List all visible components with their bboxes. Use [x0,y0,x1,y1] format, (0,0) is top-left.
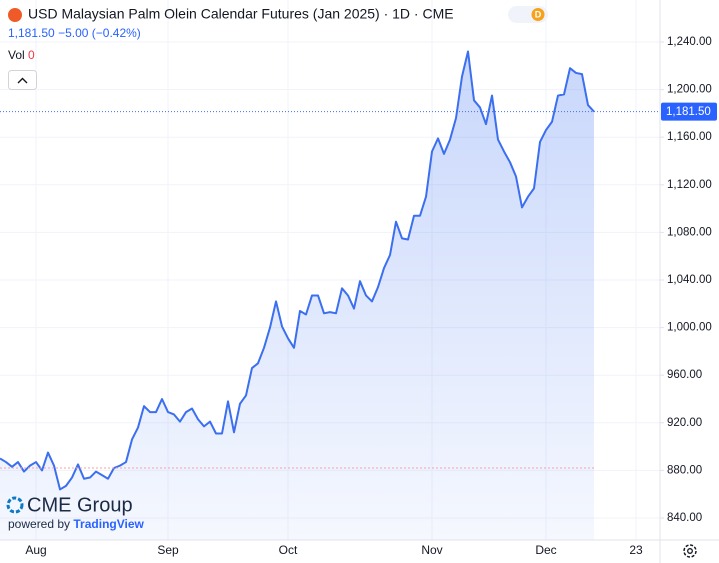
logo-text: CME Group [27,494,133,516]
x-tick-label: Oct [279,543,298,557]
y-tick-label: 840.00 [667,512,702,524]
powered-by: powered by TradingView [8,517,145,531]
vol: Vol 0 [8,48,35,62]
y-tick-label: 880.00 [667,464,702,476]
gear-outer [683,544,697,558]
y-tick-label: 1,080.00 [667,226,712,238]
chart-title: USD Malaysian Palm Olein Calendar Future… [28,6,454,22]
area-fill [0,51,594,540]
gear-inner [687,548,693,554]
x-tick-label: 23 [629,543,643,557]
logo: CME Group powered by TradingView [6,494,145,531]
y-tick-label: 1,200.00 [667,84,712,96]
provider: TradingView [73,517,144,531]
change: −5.00 [58,26,89,40]
x-tick-label: Sep [157,543,179,557]
badge-dot [531,8,545,21]
y-tick-label: 1,120.00 [667,179,712,191]
vol-label: Vol [8,48,25,62]
last-price-box [661,102,717,121]
collapse-icon [17,77,28,84]
logo-icon [6,496,24,514]
change-pct: (−0.42%) [92,26,141,40]
y-tick-label: 1,000.00 [667,322,712,334]
x-tick-label: Nov [421,543,442,557]
powered-by-text: powered by [8,517,70,531]
y-tick-label: 1,240.00 [667,36,712,48]
y-tick-label: 1,160.00 [667,131,712,143]
vol-value: 0 [28,48,35,62]
y-tick-label: 960.00 [667,369,702,381]
symbol-icon [8,8,22,22]
x-tick-label: Aug [25,543,46,557]
settings-button[interactable] [683,544,697,558]
y-tick-label: 1,040.00 [667,274,712,286]
last-price-label: 1,181.50 [666,106,711,118]
y-tick-label: 920.00 [667,417,702,429]
x-tick-label: Dec [535,543,556,557]
badge: D [535,9,542,19]
price: 1,181.50 [8,26,55,40]
line [0,50,595,491]
header-price: 1,181.50 −5.00 (−0.42%) [8,26,141,40]
collapse-button[interactable] [8,70,37,90]
